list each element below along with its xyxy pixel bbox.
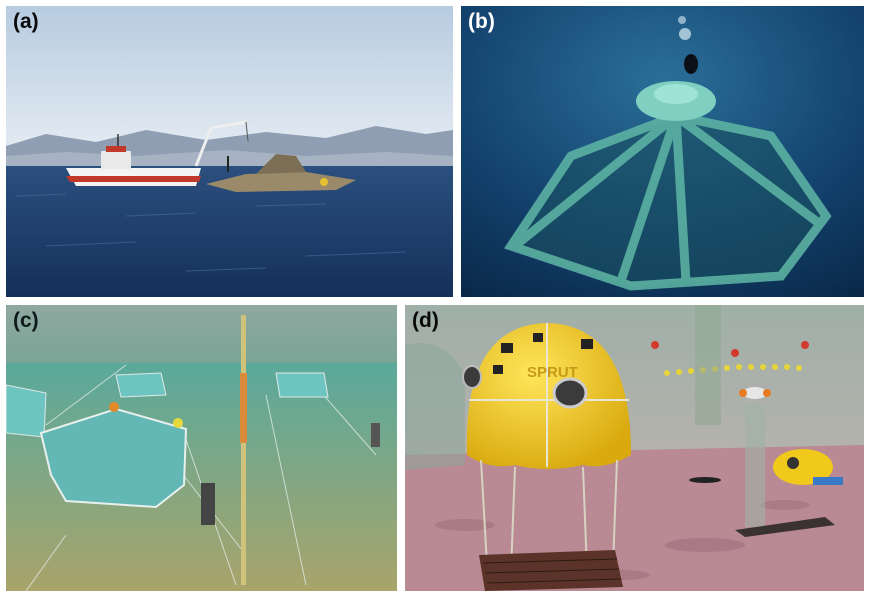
panel-a-label: (a) bbox=[13, 9, 39, 35]
panel-c-label: (c) bbox=[13, 308, 39, 334]
panel-b: (b) bbox=[461, 6, 864, 297]
panel-b-label: (b) bbox=[468, 9, 495, 35]
panel-d: SPRUT bbox=[405, 305, 864, 591]
panel-a: (a) bbox=[6, 6, 453, 297]
panel-c-rendering bbox=[6, 305, 397, 591]
habitat-name: SPRUT bbox=[527, 364, 578, 381]
panel-d-label: (d) bbox=[412, 308, 439, 334]
panel-c: (c) bbox=[6, 305, 397, 591]
panel-b-photo bbox=[461, 6, 864, 297]
panel-d-rendering: SPRUT bbox=[405, 305, 864, 591]
panel-a-photo bbox=[6, 6, 453, 297]
